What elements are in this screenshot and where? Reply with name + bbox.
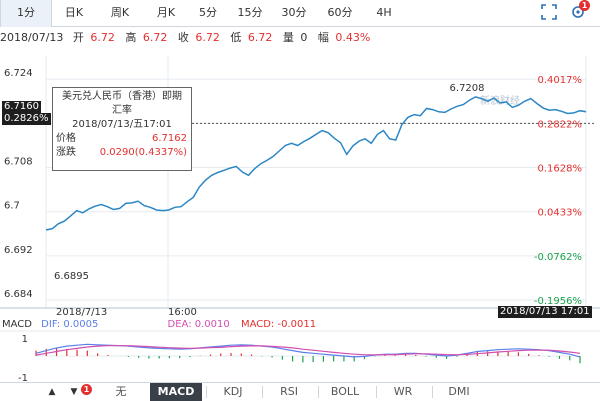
low-label: 低	[230, 31, 242, 44]
macd-dea: DEA: 0.0010	[167, 319, 230, 330]
tab-15min[interactable]: 15分	[237, 6, 263, 19]
tooltip-price-row: 价格 6.7162	[53, 132, 191, 146]
pct-tick-label: 0.4017%	[538, 75, 583, 86]
y-tick-label: 6.684	[4, 289, 33, 300]
fullscreen-icon-graphic	[541, 4, 557, 20]
tab-weekly-k[interactable]: 周K	[110, 6, 130, 19]
crosshair-time-label: 2018/07/13 17:01	[498, 306, 592, 318]
tab-separator	[262, 386, 263, 398]
tooltip-price-value: 6.7162	[152, 133, 187, 144]
tab-separator	[206, 386, 207, 398]
macd-legend: MACD DIF: 0.0005 DEA: 0.0010 MACD: -0.00…	[2, 318, 316, 332]
pct-tick-label: -0.0762%	[534, 252, 582, 263]
indicator-tab-bar: ▲ ▼ 1 无 MACD KDJ RSI BOLL WR DMI	[0, 382, 600, 401]
macd-value: MACD: -0.0011	[240, 319, 317, 330]
pct-tick-label: 0.0433%	[538, 208, 583, 219]
indicator-tab-kdj[interactable]: KDJ	[223, 385, 243, 398]
pct-tick-label: -0.1956%	[534, 296, 582, 307]
amplitude-value: 0.43%	[335, 31, 371, 44]
max-price-label: 6.7208	[450, 83, 485, 94]
indicator-tab-none[interactable]: 无	[115, 385, 127, 398]
timeframe-tab-bar: 1分 日K 周K 月K 5分 15分 30分 60分 4H 1	[0, 0, 600, 27]
notification-badge: 1	[579, 0, 590, 11]
tab-separator	[432, 386, 433, 398]
tooltip-title: 美元兑人民币（香港）即期汇率	[62, 91, 182, 116]
macd-dea-line	[35, 344, 581, 356]
settings-icon[interactable]	[570, 4, 588, 22]
tooltip-price-label: 价格	[56, 133, 76, 144]
fullscreen-icon[interactable]	[541, 4, 559, 22]
y-tick-label: 6.7	[4, 201, 20, 212]
amplitude-label: 幅	[317, 31, 329, 44]
indicator-tab-boll[interactable]: BOLL	[330, 385, 360, 398]
indicator-tab-dmi[interactable]: DMI	[448, 385, 470, 398]
y-tick-label: 6.708	[4, 157, 33, 168]
price-line	[45, 96, 587, 231]
tab-daily-k[interactable]: 日K	[64, 6, 84, 19]
crosshair-price-label: 6.7160	[2, 101, 41, 113]
macd-title: MACD	[2, 319, 32, 330]
arrow-up-icon[interactable]: ▲	[48, 387, 56, 397]
tab-separator	[318, 386, 319, 398]
open-label: 开	[72, 31, 84, 44]
volume-label: 量	[282, 31, 294, 44]
tab-4h[interactable]: 4H	[376, 6, 392, 19]
watermark-text: 新浪财经	[480, 94, 520, 107]
tooltip-time: 2018/07/13/五17:01	[72, 119, 172, 130]
tab-5min[interactable]: 5分	[199, 6, 217, 19]
macd-tick-pos: 1	[22, 334, 28, 345]
tab-monthly-k[interactable]: 月K	[156, 6, 176, 19]
tooltip-change-label: 涨跌	[56, 147, 76, 158]
tab-1min[interactable]: 1分	[0, 0, 52, 27]
pct-tick-label: 0.1628%	[538, 164, 583, 175]
macd-tick-neg: -1	[18, 373, 28, 384]
low-value: 6.72	[247, 31, 273, 44]
tooltip-change-value: 0.0290(0.4337%)	[99, 147, 187, 158]
settings-icon-graphic	[572, 6, 584, 18]
x-start-label: 2018/7/13	[56, 307, 107, 318]
tooltip-change-row: 涨跌 0.0290(0.4337%)	[53, 146, 191, 160]
min-price-label: 6.6895	[54, 271, 89, 282]
info-date: 2018/07/13	[0, 31, 64, 44]
macd-dif: DIF: 0.0005	[41, 319, 99, 330]
pct-tick-label: 0.2822%	[538, 119, 583, 130]
indicator-tab-macd[interactable]: MACD	[150, 383, 202, 401]
open-value: 6.72	[90, 31, 115, 44]
indicator-tab-rsi[interactable]: RSI	[280, 385, 298, 398]
y-tick-label: 6.692	[4, 245, 33, 256]
close-label: 收	[177, 31, 189, 44]
high-label: 高	[125, 31, 137, 44]
arrow-down-icon[interactable]: ▼	[70, 387, 78, 397]
volume-value: 0	[300, 31, 308, 44]
x-mid-label: 16:00	[168, 307, 197, 318]
y-tick-label: 6.724	[4, 68, 33, 79]
ohlc-info-bar: 2018/07/13 开 6.72 高 6.72 收 6.72 低 6.72 量…	[0, 28, 600, 48]
tab-60min[interactable]: 60分	[327, 6, 353, 19]
tab-30min[interactable]: 30分	[281, 6, 307, 19]
close-value: 6.72	[195, 31, 220, 44]
price-tooltip: 美元兑人民币（香港）即期汇率 2018/07/13/五17:01 价格 6.71…	[52, 87, 192, 171]
indicator-tab-wr[interactable]: WR	[393, 385, 413, 398]
indicator-badge: 1	[81, 384, 92, 395]
crosshair-pct-label: 0.2826%	[2, 113, 51, 125]
high-value: 6.72	[142, 31, 168, 44]
tab-separator	[376, 386, 377, 398]
